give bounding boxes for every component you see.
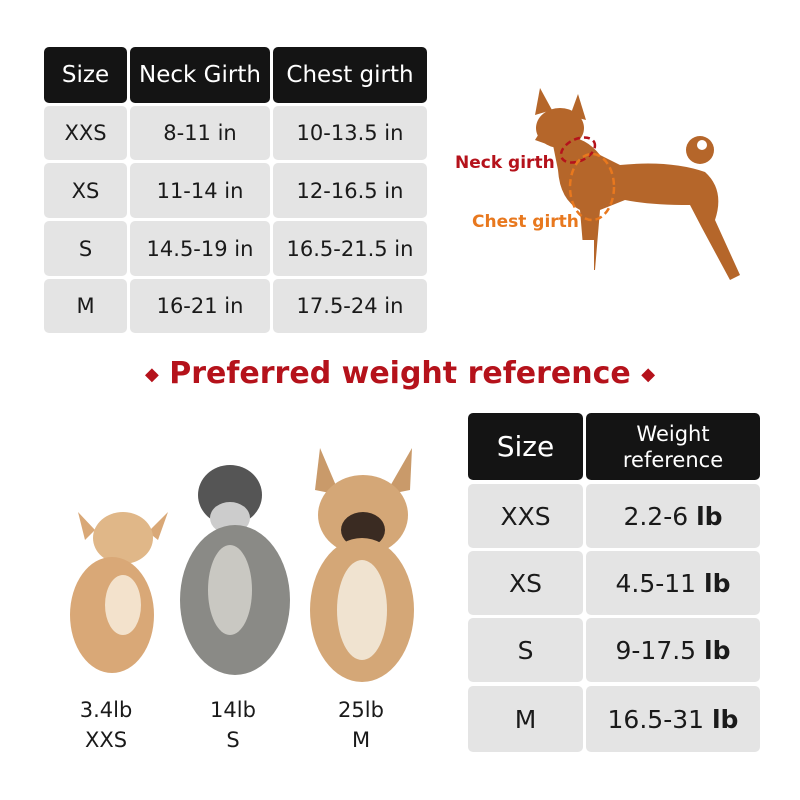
size-cell: XXS — [468, 484, 583, 548]
example-s: 14lb S — [210, 698, 256, 752]
weight-cell: 16.5-31 lb — [586, 686, 760, 752]
weight-cell: 9-17.5 lb — [586, 618, 760, 682]
section-title: ◆ Preferred weight reference ◆ — [144, 356, 656, 391]
header-neck-girth: Neck Girth — [130, 47, 270, 103]
chest-cell: 16.5-21.5 in — [273, 221, 427, 276]
example-xxs: 3.4lb XXS — [79, 698, 133, 752]
size-cell: S — [44, 221, 127, 276]
size-cell: XS — [44, 163, 127, 218]
size-cell: M — [44, 279, 127, 333]
diamond-icon: ◆ — [144, 364, 159, 385]
header-size: Size — [44, 47, 127, 103]
size-cell: S — [468, 618, 583, 682]
chest-cell: 12-16.5 in — [273, 163, 427, 218]
size-cell: XS — [468, 551, 583, 615]
neck-cell: 14.5-19 in — [130, 221, 270, 276]
chihuahua-image — [70, 512, 168, 673]
size-cell: XXS — [44, 106, 127, 160]
example-dogs-illustration — [70, 448, 414, 682]
chest-girth-label: Chest girth — [472, 212, 579, 232]
chest-cell: 10-13.5 in — [273, 106, 427, 160]
neck-cell: 16-21 in — [130, 279, 270, 333]
header-weight-reference: Weight reference — [586, 413, 760, 480]
weight-cell: 2.2-6 lb — [586, 484, 760, 548]
size-cell: M — [468, 686, 583, 752]
example-m: 25lb M — [338, 698, 384, 752]
dog-measurement-illustration — [535, 88, 740, 280]
french-bulldog-image — [310, 448, 414, 682]
header-chest-girth: Chest girth — [273, 47, 427, 103]
schnauzer-image — [180, 465, 290, 675]
neck-cell: 11-14 in — [130, 163, 270, 218]
neck-girth-label: Neck girth — [455, 153, 555, 173]
neck-cell: 8-11 in — [130, 106, 270, 160]
header-size: Size — [468, 413, 583, 480]
weight-cell: 4.5-11 lb — [586, 551, 760, 615]
chest-cell: 17.5-24 in — [273, 279, 427, 333]
diamond-icon: ◆ — [641, 364, 656, 385]
